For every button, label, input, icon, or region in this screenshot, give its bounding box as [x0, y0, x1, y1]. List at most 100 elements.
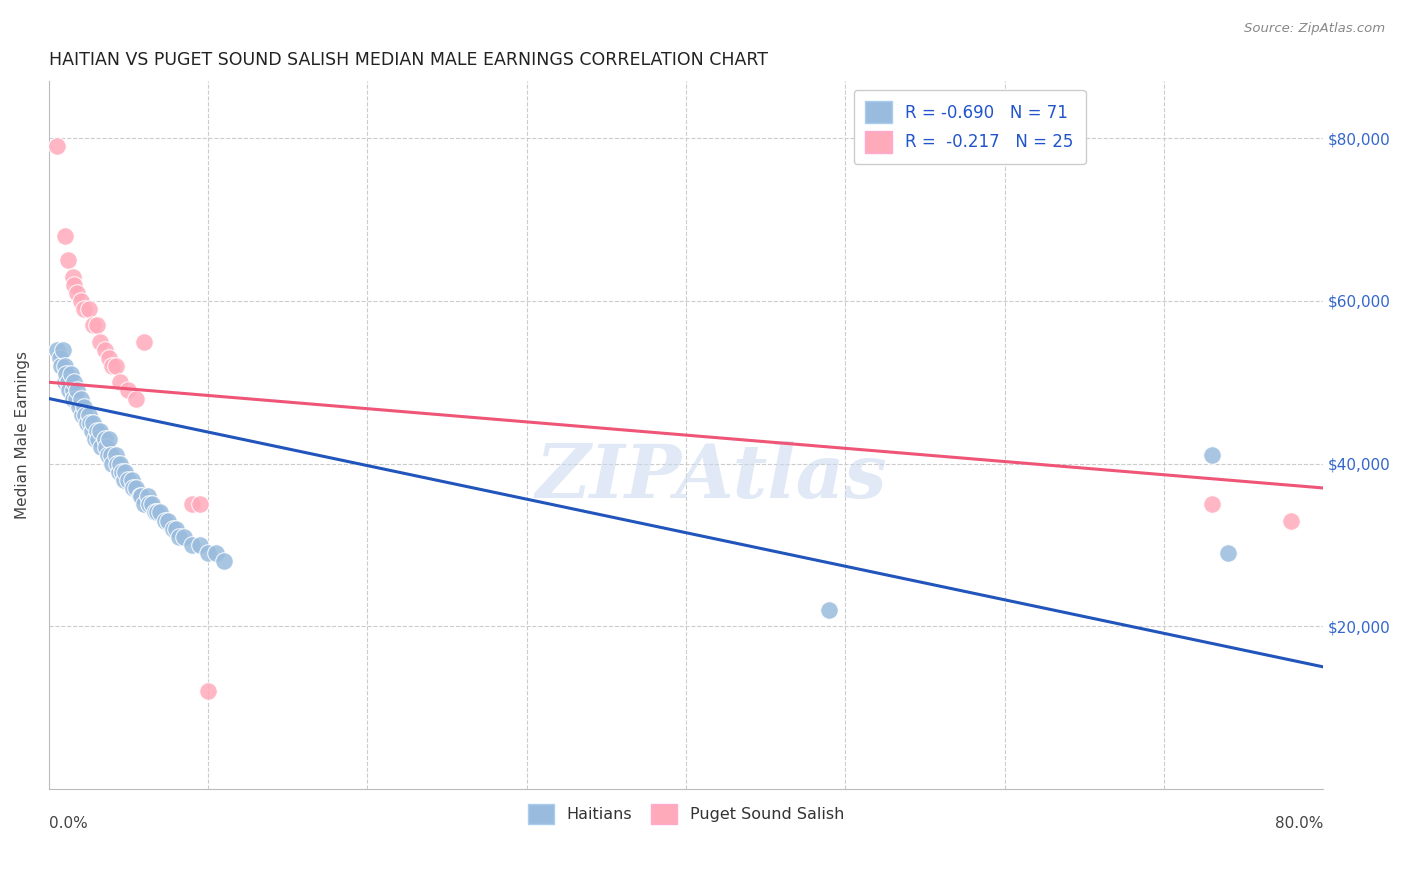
Point [1216, 546, 1239, 560]
Point [93, 343, 115, 357]
Point [63, 277, 86, 292]
Point [1201, 449, 1223, 463]
Point [104, 359, 127, 373]
Point [66, 285, 89, 300]
Point [87, 432, 110, 446]
Text: HAITIAN VS PUGET SOUND SALISH MEDIAN MALE EARNINGS CORRELATION CHART: HAITIAN VS PUGET SOUND SALISH MEDIAN MAL… [49, 51, 768, 69]
Point [122, 481, 145, 495]
Point [52, 343, 75, 357]
Point [134, 334, 156, 349]
Point [818, 603, 841, 617]
Point [63, 376, 86, 390]
Point [53, 376, 76, 390]
Point [55, 367, 77, 381]
Point [69, 392, 91, 406]
Point [153, 514, 176, 528]
Point [98, 432, 121, 446]
Point [125, 392, 148, 406]
Point [205, 546, 228, 560]
Point [146, 505, 169, 519]
Point [149, 505, 172, 519]
Point [79, 416, 101, 430]
Point [53, 359, 76, 373]
Point [66, 384, 89, 398]
Point [1201, 497, 1223, 511]
Point [49, 351, 72, 365]
Point [90, 440, 112, 454]
Point [62, 392, 84, 406]
Point [197, 684, 219, 698]
Point [129, 489, 152, 503]
Point [110, 457, 132, 471]
Point [65, 392, 87, 406]
Point [188, 538, 211, 552]
Point [56, 376, 79, 390]
Point [82, 318, 104, 333]
Point [82, 416, 104, 430]
Point [169, 530, 191, 544]
Point [89, 334, 111, 349]
Point [60, 367, 83, 381]
Legend: Haitians, Puget Sound Salish: Haitians, Puget Sound Salish [519, 794, 853, 834]
Point [97, 449, 120, 463]
Point [1279, 514, 1302, 528]
Point [138, 497, 160, 511]
Point [62, 269, 84, 284]
Point [181, 538, 204, 552]
Point [62, 384, 84, 398]
Point [86, 318, 108, 333]
Point [104, 449, 127, 463]
Point [121, 473, 143, 487]
Point [56, 253, 79, 268]
Point [70, 408, 93, 422]
Point [117, 384, 139, 398]
Point [98, 351, 121, 365]
Point [73, 301, 96, 316]
Point [84, 432, 107, 446]
Point [100, 449, 122, 463]
Point [101, 359, 124, 373]
Point [76, 416, 98, 430]
Point [136, 489, 159, 503]
Point [110, 376, 132, 390]
Point [86, 424, 108, 438]
Text: Source: ZipAtlas.com: Source: ZipAtlas.com [1244, 22, 1385, 36]
Point [181, 497, 204, 511]
Point [157, 514, 180, 528]
Point [114, 465, 136, 479]
Point [128, 489, 150, 503]
Point [77, 301, 100, 316]
Point [58, 384, 80, 398]
Point [112, 473, 135, 487]
Point [45, 139, 67, 153]
Point [188, 497, 211, 511]
Point [173, 530, 195, 544]
Point [212, 554, 235, 568]
Point [45, 343, 67, 357]
Point [145, 505, 167, 519]
Point [117, 473, 139, 487]
Point [89, 424, 111, 438]
Text: 80.0%: 80.0% [1275, 816, 1323, 830]
Point [108, 465, 131, 479]
Point [53, 228, 76, 243]
Text: 0.0%: 0.0% [49, 816, 87, 830]
Point [80, 424, 103, 438]
Point [73, 400, 96, 414]
Point [93, 432, 115, 446]
Point [51, 359, 73, 373]
Y-axis label: Median Male Earnings: Median Male Earnings [15, 351, 30, 519]
Point [101, 457, 124, 471]
Point [77, 408, 100, 422]
Point [94, 440, 117, 454]
Point [69, 293, 91, 308]
Point [197, 546, 219, 560]
Point [111, 465, 134, 479]
Text: ZIPAtlas: ZIPAtlas [536, 442, 887, 514]
Point [162, 522, 184, 536]
Point [125, 481, 148, 495]
Point [105, 457, 128, 471]
Point [165, 522, 187, 536]
Point [141, 497, 163, 511]
Point [134, 497, 156, 511]
